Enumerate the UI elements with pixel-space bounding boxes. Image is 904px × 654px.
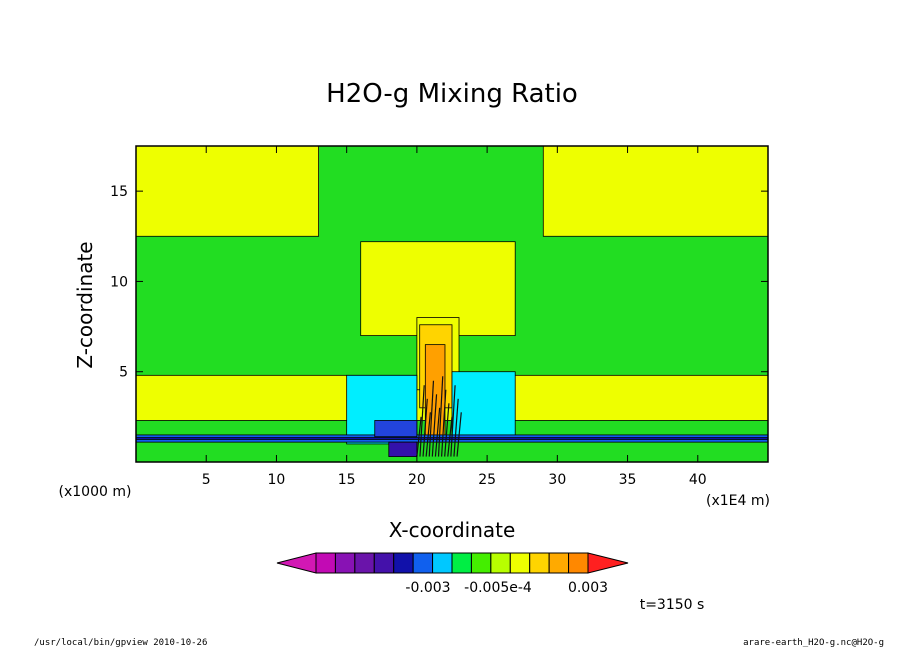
chart-title: H2O-g Mixing Ratio xyxy=(326,79,578,109)
colorbar-swatch xyxy=(334,552,356,574)
footer-right: arare-earth_H2O-g.nc@H2O-g xyxy=(743,638,884,648)
colorbar-label-1: -0.003 xyxy=(405,580,450,596)
footer-left: /usr/local/bin/gpview 2010-10-26 xyxy=(34,638,208,648)
y-tick-label: 15 xyxy=(110,184,128,200)
convection-streak xyxy=(434,407,441,457)
convection-streak xyxy=(419,385,425,457)
x-unit-label: (x1E4 m) xyxy=(706,493,770,509)
time-label: t=3150 s xyxy=(640,597,705,613)
colorbar-swatch xyxy=(412,552,434,574)
contour-region-blue-mid xyxy=(374,420,418,438)
x-tick-label: 25 xyxy=(478,472,496,488)
x-axis-label: X-coordinate xyxy=(389,518,516,542)
colorbar-swatch xyxy=(470,552,492,574)
convection-streak xyxy=(456,412,462,457)
contour-region-yellow xyxy=(360,241,516,336)
convection-texture xyxy=(416,376,462,457)
convection-streak xyxy=(422,398,428,457)
x-tick-label: 40 xyxy=(689,472,707,488)
convection-streak xyxy=(437,376,444,457)
colorbar-label-2: -0.005e-4 xyxy=(464,580,532,596)
convection-streak xyxy=(425,412,431,457)
colorbar-swatch xyxy=(373,552,395,574)
y-axis-ticks: 5 10 15 xyxy=(110,184,768,381)
colorbar-label-3: 0.003 xyxy=(568,580,608,596)
y-axis-label: Z-coordinate xyxy=(73,241,97,368)
x-tick-label: 20 xyxy=(408,472,426,488)
contour-regions xyxy=(135,145,769,463)
contour-region-yellow xyxy=(542,145,769,237)
colorbar-arrow-left xyxy=(276,552,317,574)
x-tick-label: 30 xyxy=(548,472,566,488)
convection-streak xyxy=(441,389,447,457)
x-axis-ticks: 5 10 15 20 25 30 35 40 xyxy=(202,146,707,488)
x-tick-label: 10 xyxy=(268,472,286,488)
colorbar-swatch xyxy=(568,552,589,574)
convection-streak xyxy=(453,398,459,457)
colorbar-swatch xyxy=(315,552,336,574)
colorbar-swatch xyxy=(354,552,375,574)
colorbar-swatch xyxy=(432,552,453,574)
plot-frame xyxy=(135,145,769,463)
colorbar-swatch xyxy=(451,552,472,574)
x-tick-label: 15 xyxy=(338,472,356,488)
plot-area xyxy=(135,145,769,463)
convection-streak xyxy=(447,416,453,457)
contour-region-yellow xyxy=(135,145,319,237)
y-unit-label: (x1000 m) xyxy=(59,484,132,500)
colorbar-swatch xyxy=(529,552,550,574)
colorbar-arrow-right xyxy=(587,552,629,574)
x-tick-label: 5 xyxy=(202,472,211,488)
contour-region-cyan xyxy=(451,371,516,436)
x-tick-label: 35 xyxy=(619,472,637,488)
colorbar-swatch xyxy=(393,552,414,574)
colorbar-swatch xyxy=(548,552,570,574)
convection-streak xyxy=(431,394,438,457)
convection-streak xyxy=(444,403,450,457)
convection-streak xyxy=(450,385,456,457)
contour-region-violet xyxy=(388,441,418,457)
colorbar-swatch xyxy=(509,552,531,574)
convection-streak xyxy=(416,416,422,457)
convection-streak xyxy=(428,380,435,457)
colorbar xyxy=(276,552,629,574)
y-tick-label: 5 xyxy=(119,365,128,381)
colorbar-swatch xyxy=(490,552,511,574)
y-tick-label: 10 xyxy=(110,274,128,290)
